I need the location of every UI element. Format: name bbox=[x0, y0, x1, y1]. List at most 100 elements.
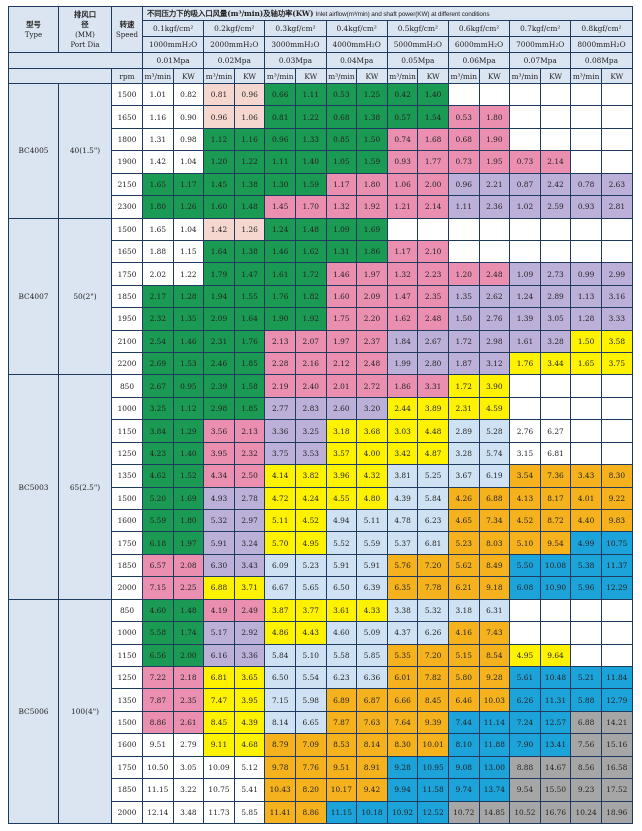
flow-cell: 10.52 bbox=[509, 800, 541, 824]
flow-cell: 6.23 bbox=[325, 665, 358, 690]
flow-cell: 0.93 bbox=[570, 195, 602, 219]
power-cell: 4.48 bbox=[417, 419, 449, 443]
power-cell bbox=[539, 374, 572, 398]
table-row: 1250 4.23 1.40 3.95 2.32 3.75 3.53 3.57 4.00 3.42… bbox=[9, 441, 633, 466]
power-cell: 1.17 bbox=[172, 172, 205, 197]
flow-cell: 1.42 bbox=[203, 217, 235, 241]
pressure-kgf-7: 0.7kgf/cm² bbox=[509, 20, 572, 37]
flow-cell: 6.56 bbox=[142, 643, 174, 667]
power-cell: 6.65 bbox=[294, 710, 327, 735]
flow-cell bbox=[509, 374, 541, 398]
flow-cell: 8.10 bbox=[447, 733, 480, 757]
power-cell: 2.80 bbox=[417, 352, 449, 376]
power-unit-label: KW bbox=[233, 68, 266, 84]
power-cell: 1.92 bbox=[356, 195, 388, 219]
power-cell: 2.59 bbox=[539, 195, 572, 219]
flow-unit-label: m³/min bbox=[325, 68, 358, 84]
power-cell: 10.01 bbox=[417, 733, 449, 757]
rpm-cell: 1650 bbox=[111, 105, 143, 129]
flow-cell: 6.88 bbox=[203, 576, 235, 600]
flow-cell: 9.23 bbox=[570, 778, 602, 802]
flow-cell: 4.78 bbox=[386, 509, 419, 533]
model-cell: BC4005 bbox=[8, 83, 59, 219]
power-cell: 3.75 bbox=[600, 352, 633, 376]
flow-cell: 5.70 bbox=[264, 531, 296, 555]
flow-cell: 9.54 bbox=[509, 778, 541, 802]
power-cell bbox=[600, 441, 633, 466]
flow-cell: 6.01 bbox=[386, 665, 419, 690]
flow-unit-label: m³/min bbox=[447, 68, 480, 84]
port-label-en: Port Dia bbox=[70, 40, 100, 49]
power-cell: 4.80 bbox=[356, 486, 388, 511]
power-cell: 11.88 bbox=[478, 733, 511, 757]
flow-cell: 12.14 bbox=[142, 800, 174, 824]
flow-cell: 5.10 bbox=[509, 531, 541, 555]
flow-cell: 11.73 bbox=[203, 800, 235, 824]
flow-cell: 3.18 bbox=[447, 598, 480, 623]
flow-cell: 5.84 bbox=[264, 643, 296, 667]
flow-cell: 1.06 bbox=[386, 172, 419, 197]
power-cell: 8.91 bbox=[356, 755, 388, 780]
power-cell: 14.85 bbox=[478, 800, 511, 824]
speed-header: 转速 Speed bbox=[111, 6, 143, 53]
power-cell: 2.50 bbox=[233, 464, 266, 488]
power-cell: 16.58 bbox=[600, 755, 633, 780]
flow-cell: 2.67 bbox=[142, 374, 174, 398]
rpm-cell: 1900 bbox=[111, 150, 143, 174]
flow-cell: 10.92 bbox=[386, 800, 419, 824]
flow-cell bbox=[570, 441, 602, 466]
flow-cell: 0.96 bbox=[447, 172, 480, 197]
pressure-mmh2o-7: 7000mmH₂O bbox=[509, 36, 572, 53]
power-cell: 1.68 bbox=[417, 127, 449, 152]
flow-cell bbox=[570, 127, 602, 152]
flow-cell: 4.99 bbox=[570, 531, 602, 555]
power-cell: 8.20 bbox=[294, 778, 327, 802]
flow-cell: 1.97 bbox=[325, 329, 358, 354]
flow-cell: 4.60 bbox=[142, 598, 174, 623]
power-cell: 2.23 bbox=[417, 262, 449, 286]
flow-cell: 1.09 bbox=[509, 262, 541, 286]
port-header: 排风口径 (MM) Port Dia bbox=[58, 6, 112, 53]
rpm-cell: 1500 bbox=[111, 486, 143, 511]
flow-cell: 1.20 bbox=[203, 150, 235, 174]
flow-cell: 6.50 bbox=[264, 665, 296, 690]
flow-cell bbox=[447, 217, 480, 241]
flow-cell bbox=[570, 150, 602, 174]
flow-cell: 1.76 bbox=[264, 284, 296, 309]
pressure-mpa-2: 0.02Mpa bbox=[203, 52, 266, 69]
flow-cell: 4.60 bbox=[325, 621, 358, 645]
header-spacer bbox=[8, 52, 143, 69]
power-cell: 1.80 bbox=[478, 105, 511, 129]
power-cell: 5.84 bbox=[417, 486, 449, 511]
power-cell: 12.79 bbox=[600, 688, 633, 712]
flow-cell: 0.78 bbox=[570, 172, 602, 197]
power-cell bbox=[600, 150, 633, 174]
power-cell: 3.89 bbox=[417, 396, 449, 421]
flow-cell: 1.87 bbox=[447, 352, 480, 376]
flow-cell: 8.45 bbox=[203, 710, 235, 735]
pressure-mmh2o-5: 5000mmH₂O bbox=[386, 36, 449, 53]
flow-cell: 5.76 bbox=[386, 553, 419, 578]
power-cell bbox=[417, 217, 449, 241]
flow-cell: 1.45 bbox=[264, 195, 296, 219]
power-cell: 1.70 bbox=[294, 195, 327, 219]
rpm-cell: 1750 bbox=[111, 531, 143, 555]
flow-cell: 1.16 bbox=[142, 105, 174, 129]
flow-cell bbox=[570, 621, 602, 645]
flow-cell: 6.81 bbox=[203, 665, 235, 690]
rpm-cell: 1650 bbox=[111, 239, 143, 264]
power-cell: 10.48 bbox=[539, 665, 572, 690]
flow-cell: 7.47 bbox=[203, 688, 235, 712]
power-cell: 10.03 bbox=[478, 688, 511, 712]
flow-cell: 6.26 bbox=[509, 688, 541, 712]
power-cell: 2.72 bbox=[356, 374, 388, 398]
flow-cell: 5.15 bbox=[447, 643, 480, 667]
flow-cell: 2.32 bbox=[142, 307, 174, 331]
flow-cell bbox=[386, 217, 419, 241]
power-cell: 2.79 bbox=[172, 733, 205, 757]
power-cell: 1.58 bbox=[233, 374, 266, 398]
power-cell: 1.64 bbox=[233, 307, 266, 331]
flow-cell: 10.24 bbox=[570, 800, 602, 824]
flow-cell: 1.65 bbox=[570, 352, 602, 376]
power-cell: 1.33 bbox=[294, 127, 327, 152]
